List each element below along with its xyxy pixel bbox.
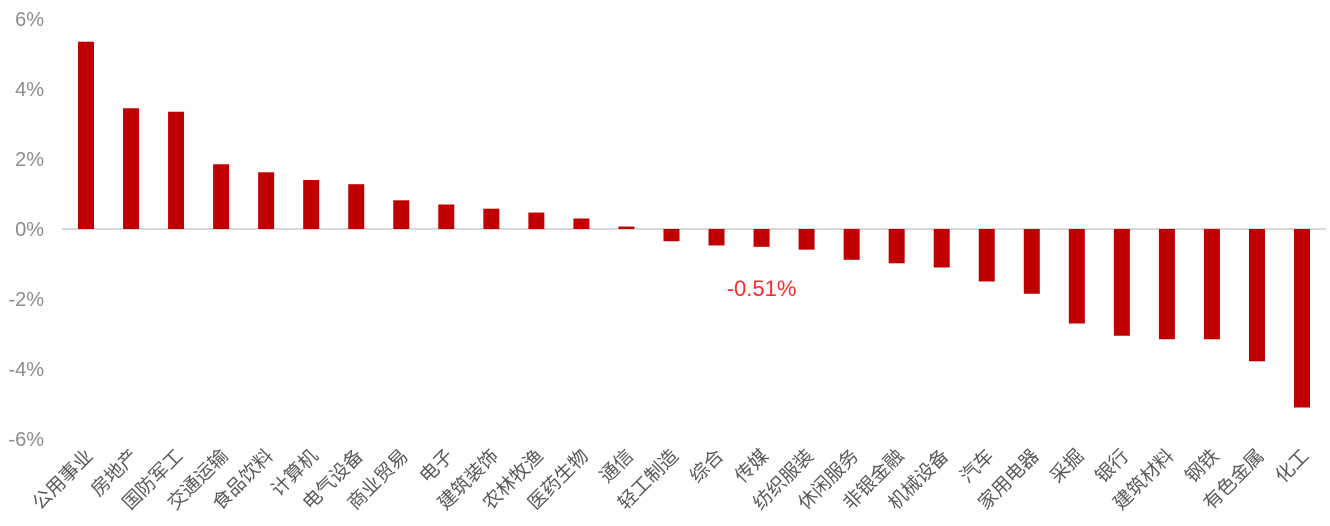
bar [168, 111, 185, 229]
bar [1113, 229, 1130, 336]
annotations: -0.51% [727, 276, 797, 301]
bar [1203, 229, 1220, 340]
bar [483, 208, 500, 229]
bar [753, 229, 770, 247]
bar [213, 164, 230, 229]
bar [663, 229, 680, 242]
bars [78, 41, 1310, 408]
bar [978, 229, 995, 282]
bar [393, 200, 410, 229]
bar [573, 218, 590, 229]
bar [123, 108, 140, 229]
bar [888, 229, 905, 264]
y-tick-label: 0% [15, 219, 44, 241]
y-tick-label: 2% [15, 149, 44, 171]
bar [1023, 229, 1040, 294]
bar [708, 229, 725, 246]
data-label: -0.51% [727, 276, 797, 301]
bar [78, 41, 94, 229]
y-axis-ticks: 6% 4% 2% 0% -2% -4% -6% [8, 9, 44, 451]
category-label: 综合 [686, 445, 728, 487]
bar [1294, 229, 1310, 408]
y-tick-label: -6% [8, 429, 44, 451]
bar [528, 212, 545, 229]
bar [258, 172, 275, 229]
category-label: 采掘 [1046, 445, 1088, 487]
bar [1068, 229, 1085, 324]
bar [843, 229, 860, 260]
bar [618, 226, 635, 229]
y-tick-label: -2% [8, 289, 44, 311]
bar [348, 184, 365, 229]
bar [438, 204, 455, 229]
category-label: 化工 [1271, 445, 1313, 487]
bar [303, 180, 320, 229]
bar [1158, 229, 1175, 340]
bar [1248, 229, 1265, 362]
bar [933, 229, 950, 268]
bar [798, 229, 815, 250]
y-tick-label: 6% [15, 9, 44, 31]
y-tick-label: -4% [8, 359, 44, 381]
category-label: 公用事业 [28, 445, 97, 514]
y-tick-label: 4% [15, 79, 44, 101]
